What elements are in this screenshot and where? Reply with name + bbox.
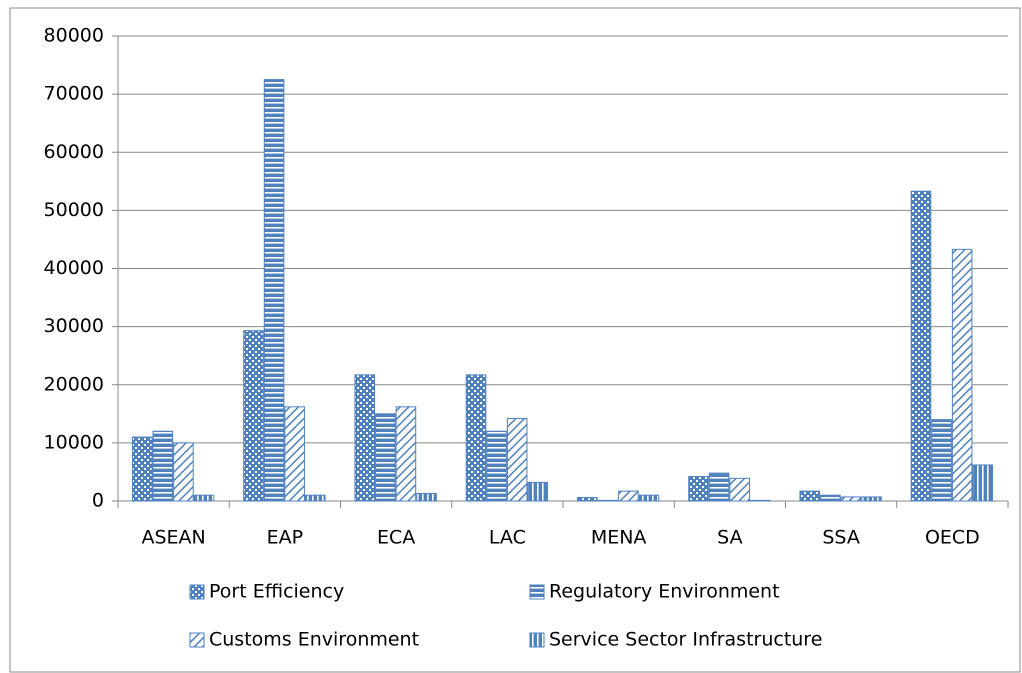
bar (395, 406, 417, 502)
y-tick-label: 80000 (44, 25, 104, 47)
bar (799, 490, 821, 502)
legend-swatch (529, 632, 545, 648)
y-tick-label: 20000 (44, 373, 104, 395)
x-tick-label: MENA (591, 527, 647, 549)
y-tick-label: 0 (92, 490, 104, 512)
x-tick-label: SSA (822, 527, 859, 549)
bar (263, 79, 285, 502)
x-tick-label: EAP (267, 527, 303, 549)
bar (597, 499, 619, 502)
legend-label: Customs Environment (209, 629, 419, 651)
bar (820, 494, 841, 502)
bar (749, 499, 771, 502)
x-tick-label: ASEAN (141, 527, 205, 549)
bar (840, 496, 862, 502)
legend-swatch (529, 584, 545, 600)
bar (931, 419, 952, 502)
x-tick-label: OECD (925, 527, 980, 549)
bar (972, 464, 994, 502)
legend-label: Port Efficiency (209, 581, 344, 603)
legend-swatch (189, 584, 205, 600)
y-tick-label: 10000 (44, 431, 104, 453)
bar (506, 417, 528, 502)
legend-swatch (189, 632, 205, 648)
bar (416, 492, 437, 502)
legend-label: Service Sector Infrastructure (549, 629, 822, 651)
bar (729, 477, 750, 502)
bar (486, 430, 507, 502)
x-tick-label: ECA (377, 527, 415, 549)
bar (243, 330, 264, 502)
bar (861, 496, 882, 502)
bar (131, 436, 153, 502)
y-tick-label: 30000 (44, 315, 104, 337)
bar (465, 374, 487, 502)
x-tick-label: LAC (489, 527, 526, 549)
bar (708, 472, 730, 502)
x-tick-label: SA (717, 527, 742, 549)
bar (638, 494, 660, 502)
bar (527, 481, 549, 502)
bar (951, 248, 973, 502)
bar (354, 374, 376, 502)
bar (688, 476, 709, 502)
bar (284, 406, 305, 502)
bar (173, 442, 194, 502)
bar (910, 190, 932, 502)
y-tick-label: 60000 (44, 141, 104, 163)
bar (576, 497, 598, 502)
y-tick-label: 50000 (44, 199, 104, 221)
bar (618, 490, 639, 502)
y-tick-label: 40000 (44, 257, 104, 279)
bar (304, 494, 326, 502)
chart-frame (9, 7, 1021, 673)
bar (152, 430, 174, 502)
y-tick-label: 70000 (44, 83, 104, 105)
bar (375, 413, 396, 502)
legend-label: Regulatory Environment (549, 581, 780, 603)
bar (193, 494, 215, 502)
